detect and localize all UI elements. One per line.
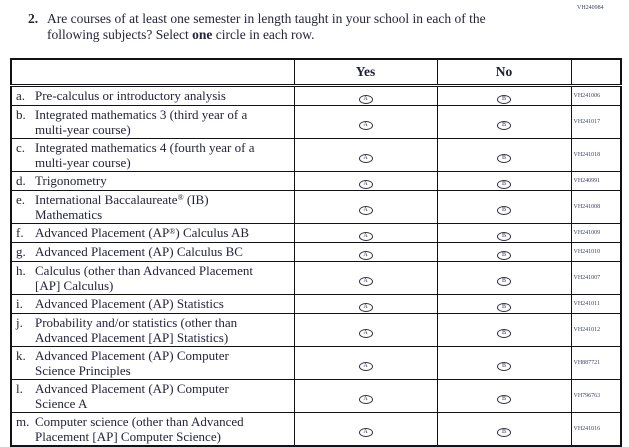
table-row-c: c. Integrated mathematics 4 (fourth year …: [10, 137, 622, 172]
table-row-j: j. Probability and/or statistics (other t…: [10, 312, 622, 347]
table-row-a: a. Pre-calculus or introductory analysis …: [10, 84, 622, 106]
row-code: VH241007: [570, 260, 622, 295]
no-bubble[interactable]: B: [497, 153, 511, 163]
header-blank: [10, 58, 295, 87]
no-bubble[interactable]: B: [497, 179, 511, 189]
row-letter: k.: [16, 347, 26, 363]
row-label: Computer science (other than Advanced Pl…: [35, 413, 244, 444]
yes-bubble[interactable]: A: [358, 231, 373, 241]
column-header-yes: Yes: [293, 58, 438, 87]
table-row-m: m. Computer science (other than Advanced …: [10, 411, 622, 446]
row-letter: g.: [16, 244, 26, 259]
yes-bubble[interactable]: A: [358, 394, 373, 404]
row-letter: d.: [16, 173, 26, 188]
table-row-h: h. Calculus (other than Advanced Placemen…: [10, 260, 622, 295]
row-code: VH887721: [570, 345, 622, 380]
table-row-f: f. Advanced Placement (AP®) Calculus AB A…: [10, 222, 622, 243]
row-code: VH241012: [570, 312, 622, 347]
yes-bubble[interactable]: A: [358, 427, 373, 437]
row-letter: e.: [16, 191, 26, 207]
no-bubble[interactable]: B: [497, 120, 511, 130]
row-label: Trigonometry: [35, 173, 107, 188]
table-row-d: d. Trigonometry A B VH240991: [10, 170, 622, 191]
no-bubble[interactable]: B: [497, 250, 511, 260]
row-label: International Baccalaureate® (IB) Mathem…: [35, 191, 209, 222]
column-header-no: No: [436, 58, 572, 87]
row-code: VH241010: [570, 241, 622, 262]
row-letter: m.: [16, 413, 30, 429]
yes-bubble[interactable]: A: [358, 328, 373, 338]
question-text-after: circle in each row.: [212, 27, 315, 42]
row-code: VH240991: [570, 170, 622, 191]
yes-bubble[interactable]: A: [358, 94, 373, 104]
row-code: VH241008: [570, 189, 622, 224]
row-letter: c.: [16, 139, 26, 155]
row-label: Advanced Placement (AP) Computer Science…: [35, 380, 229, 411]
row-letter: l.: [16, 380, 23, 396]
row-label: Calculus (other than Advanced Placement …: [35, 262, 254, 293]
row-label: Probability and/or statistics (other tha…: [35, 314, 238, 345]
row-label: Advanced Placement (AP) Statistics: [35, 296, 224, 311]
yes-bubble[interactable]: A: [358, 276, 373, 286]
header-row: Yes No: [10, 58, 622, 87]
question-text: Are courses of at least one semester in …: [47, 11, 486, 43]
no-bubble[interactable]: B: [497, 361, 511, 371]
question-number: 2.: [28, 11, 39, 26]
row-code: VH241009: [570, 222, 622, 243]
yes-bubble[interactable]: A: [358, 302, 373, 312]
row-letter: i.: [16, 296, 23, 311]
no-bubble[interactable]: B: [497, 205, 511, 215]
answer-table: Yes No a. Pre-calculus or introductory an…: [10, 58, 622, 447]
row-code: VH796763: [570, 378, 622, 413]
row-letter: f.: [16, 225, 24, 240]
yes-bubble[interactable]: A: [358, 153, 373, 163]
row-code: VH241016: [570, 411, 622, 446]
table-row-e: e. International Baccalaureate® (IB) Math…: [10, 189, 622, 224]
yes-bubble[interactable]: A: [358, 361, 373, 371]
table-row-k: k. Advanced Placement (AP) Computer Scien…: [10, 345, 622, 380]
table-row-b: b. Integrated mathematics 3 (third year o…: [10, 104, 622, 139]
no-bubble[interactable]: B: [497, 328, 511, 338]
row-label: Integrated mathematics 4 (fourth year of…: [35, 139, 255, 170]
question-text-bold: one: [192, 27, 213, 42]
row-label: Advanced Placement (AP®) Calculus AB: [35, 225, 250, 240]
row-code: VH241006: [570, 84, 622, 106]
no-bubble[interactable]: B: [497, 276, 511, 286]
row-letter: h.: [16, 262, 26, 278]
no-bubble[interactable]: B: [497, 94, 511, 104]
row-letter: j.: [16, 314, 23, 330]
table-row-i: i. Advanced Placement (AP) Statistics A B…: [10, 293, 622, 314]
row-code: VH241011: [570, 293, 622, 314]
row-label: Pre-calculus or introductory analysis: [35, 88, 226, 103]
row-code: VH241017: [570, 104, 622, 139]
yes-bubble[interactable]: A: [358, 120, 373, 130]
no-bubble[interactable]: B: [497, 394, 511, 404]
yes-bubble[interactable]: A: [358, 250, 373, 260]
yes-bubble[interactable]: A: [358, 205, 373, 215]
table-row-g: g. Advanced Placement (AP) Calculus BC A …: [10, 241, 622, 262]
row-label: Integrated mathematics 3 (third year of …: [35, 106, 248, 137]
header-code-blank: [570, 58, 622, 87]
row-letter: a.: [16, 88, 26, 103]
no-bubble[interactable]: B: [497, 427, 511, 437]
no-bubble[interactable]: B: [497, 302, 511, 312]
no-bubble[interactable]: B: [497, 231, 511, 241]
row-code: VH241018: [570, 137, 622, 172]
row-label: Advanced Placement (AP) Calculus BC: [35, 244, 243, 259]
table-row-l: l. Advanced Placement (AP) Computer Scien…: [10, 378, 622, 413]
question-block: 2. Are courses of at least one semester …: [28, 11, 573, 43]
question-text-before: Are courses of at least one semester in …: [47, 11, 486, 42]
form-code: VH240984: [577, 5, 604, 11]
row-letter: b.: [16, 106, 26, 122]
row-label: Advanced Placement (AP) Computer Science…: [35, 347, 229, 378]
yes-bubble[interactable]: A: [358, 179, 373, 189]
